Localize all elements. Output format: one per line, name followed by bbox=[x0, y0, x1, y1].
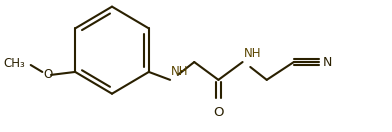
Text: O: O bbox=[44, 68, 53, 81]
Text: N: N bbox=[323, 56, 332, 69]
Text: NH: NH bbox=[171, 65, 189, 78]
Text: CH₃: CH₃ bbox=[3, 56, 25, 70]
Text: NH: NH bbox=[243, 47, 261, 60]
Text: O: O bbox=[213, 106, 224, 119]
